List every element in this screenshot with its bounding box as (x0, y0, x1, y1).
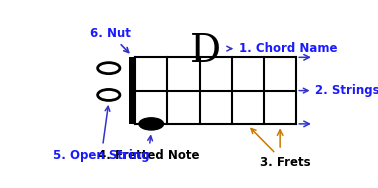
Circle shape (139, 118, 164, 130)
Text: 1. Chord Name: 1. Chord Name (227, 42, 337, 55)
Text: 3. Frets: 3. Frets (251, 129, 310, 169)
Text: 6. Nut: 6. Nut (90, 27, 131, 52)
Text: 5. Open String: 5. Open String (53, 106, 150, 161)
Text: 4. Fretted Note: 4. Fretted Note (98, 136, 199, 161)
Text: 2. Strings: 2. Strings (299, 84, 378, 97)
Text: D: D (190, 33, 221, 70)
Bar (129, 57, 135, 124)
